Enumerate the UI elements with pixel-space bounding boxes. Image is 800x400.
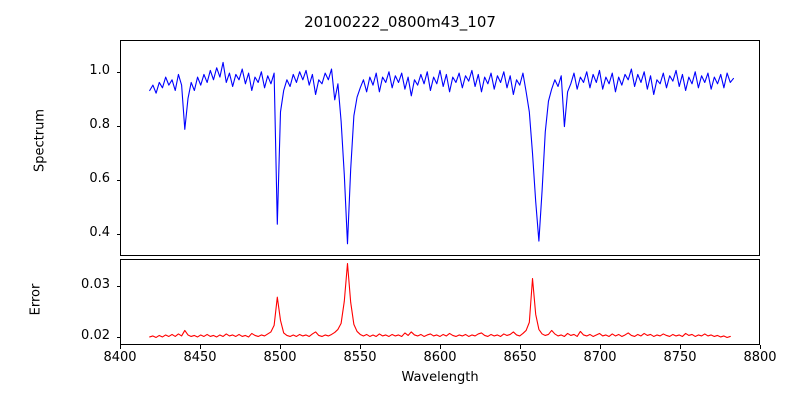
y-tick-label: 0.6 [89, 171, 110, 187]
x-tick-mark [200, 345, 202, 349]
x-tick-label: 8400 [103, 350, 137, 365]
y-tick-mark [116, 72, 120, 74]
x-tick-mark [680, 345, 682, 349]
spectrum-line-svg [121, 41, 759, 255]
x-tick-label: 8650 [503, 350, 537, 365]
x-tick-label: 8600 [423, 350, 457, 365]
x-tick-label: 8500 [263, 350, 297, 365]
x-tick-label: 8550 [343, 350, 377, 365]
y-tick-label: 0.02 [81, 328, 110, 344]
y-tick-label: 1.0 [89, 63, 110, 79]
y-tick-mark [116, 180, 120, 182]
error-data-line [150, 264, 731, 338]
y-tick-label: 0.03 [81, 276, 110, 292]
error-plot-area [120, 259, 760, 345]
page-title: 20100222_0800m43_107 [304, 13, 496, 31]
y-tick-mark [116, 337, 120, 339]
x-tick-mark [760, 345, 762, 349]
x-tick-mark [280, 345, 282, 349]
x-tick-label: 8700 [583, 350, 617, 365]
y-tick-mark [116, 234, 120, 236]
x-tick-mark [360, 345, 362, 349]
x-tick-mark [120, 345, 122, 349]
x-tick-label: 8750 [663, 350, 697, 365]
y-tick-label: 0.8 [89, 117, 110, 133]
x-tick-mark [520, 345, 522, 349]
x-tick-label: 8800 [743, 350, 777, 365]
spectrum-axis-label: Spectrum [32, 109, 48, 172]
spectrum-data-line [150, 62, 734, 243]
error-axis-label: Error [28, 283, 44, 316]
wavelength-axis-label: Wavelength [401, 370, 479, 385]
spectrum-plot-area [120, 40, 760, 256]
y-tick-label: 0.4 [89, 225, 110, 241]
x-tick-mark [600, 345, 602, 349]
x-tick-mark [440, 345, 442, 349]
y-tick-mark [116, 285, 120, 287]
x-tick-label: 8450 [183, 350, 217, 365]
y-tick-mark [116, 126, 120, 128]
error-line-svg [121, 260, 759, 344]
